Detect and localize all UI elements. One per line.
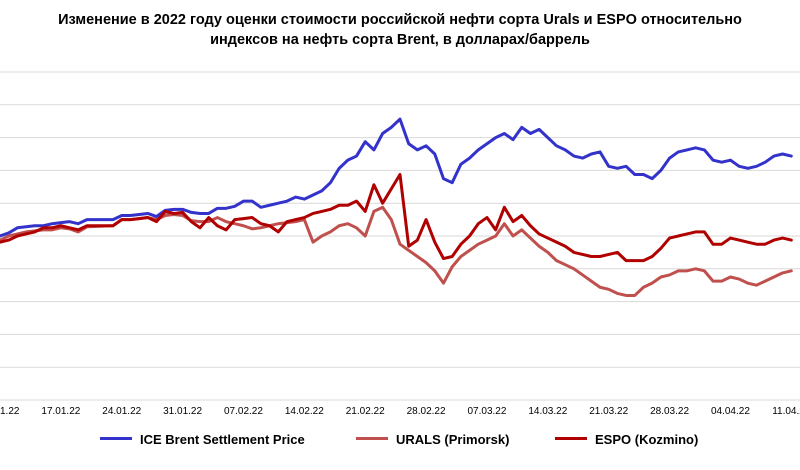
- legend-swatch-espo: [555, 437, 587, 441]
- legend-swatch-brent: [100, 437, 132, 441]
- chart-title: Изменение в 2022 году оценки стоимости р…: [0, 10, 800, 50]
- x-tick-label: 21.03.22: [589, 406, 628, 417]
- series-line-espo: [0, 173, 793, 263]
- series-lines: [0, 117, 793, 297]
- x-tick-label: 07.02.22: [224, 406, 263, 417]
- gridlines: [0, 71, 800, 401]
- series-line-brent: [0, 117, 793, 238]
- x-tick-label: 28.03.22: [650, 406, 689, 417]
- x-axis-ticks: 10.01.22 17.01.22 24.01.22 31.01.22 07.02.22…: [0, 406, 800, 417]
- legend-item-urals: URALS (Primorsk): [356, 432, 509, 447]
- x-tick-label: 14.02.22: [285, 406, 324, 417]
- legend-item-brent: ICE Brent Settlement Price: [100, 432, 305, 447]
- legend-label-urals: URALS (Primorsk): [396, 432, 510, 447]
- legend-swatch-urals: [356, 437, 388, 441]
- x-tick-label: 10.01.22: [0, 406, 20, 417]
- x-tick-label: 14.03.22: [528, 406, 567, 417]
- chart-title-line-2: индексов на нефть сорта Brent, в доллара…: [210, 32, 590, 48]
- x-tick-label: 07.03.22: [467, 406, 506, 417]
- x-tick-label: 04.04.22: [711, 406, 750, 417]
- x-tick-label: 11.04.22: [772, 406, 800, 417]
- x-tick-label: 28.02.22: [407, 406, 446, 417]
- x-tick-label: 21.02.22: [346, 406, 385, 417]
- legend-label-espo: ESPO (Kozmino): [595, 432, 699, 447]
- legend-item-espo: ESPO (Kozmino): [555, 432, 698, 447]
- x-tick-label: 24.01.22: [102, 406, 141, 417]
- x-tick-label: 31.01.22: [163, 406, 202, 417]
- x-tick-label: 17.01.22: [41, 406, 80, 417]
- legend-label-brent: ICE Brent Settlement Price: [140, 432, 305, 447]
- legend: ICE Brent Settlement Price URALS (Primor…: [0, 432, 800, 452]
- chart-title-line-1: Изменение в 2022 году оценки стоимости р…: [58, 12, 742, 28]
